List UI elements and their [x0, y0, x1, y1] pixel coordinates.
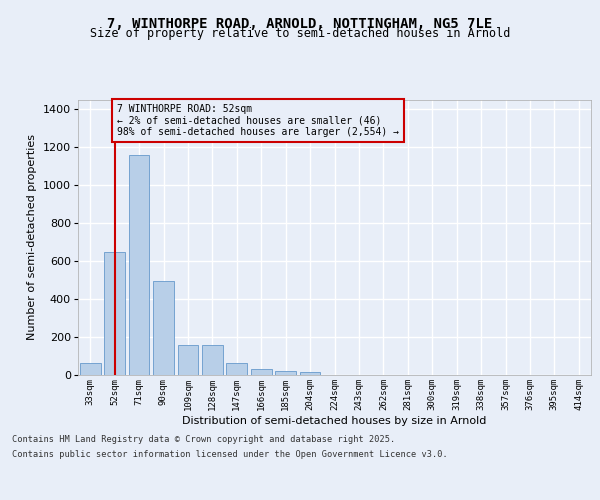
Bar	[104, 252, 125, 375]
Text: Contains HM Land Registry data © Crown copyright and database right 2025.: Contains HM Land Registry data © Crown c…	[12, 435, 395, 444]
Text: Size of property relative to semi-detached houses in Arnold: Size of property relative to semi-detach…	[90, 28, 510, 40]
Y-axis label: Number of semi-detached properties: Number of semi-detached properties	[28, 134, 37, 340]
Bar	[251, 370, 272, 375]
Bar	[275, 371, 296, 375]
Bar	[178, 345, 199, 375]
Bar	[299, 372, 320, 375]
Bar	[202, 345, 223, 375]
Bar	[226, 362, 247, 375]
Bar	[80, 362, 101, 375]
X-axis label: Distribution of semi-detached houses by size in Arnold: Distribution of semi-detached houses by …	[182, 416, 487, 426]
Bar	[128, 155, 149, 375]
Text: 7 WINTHORPE ROAD: 52sqm
← 2% of semi-detached houses are smaller (46)
98% of sem: 7 WINTHORPE ROAD: 52sqm ← 2% of semi-det…	[117, 104, 399, 137]
Text: Contains public sector information licensed under the Open Government Licence v3: Contains public sector information licen…	[12, 450, 448, 459]
Text: 7, WINTHORPE ROAD, ARNOLD, NOTTINGHAM, NG5 7LE: 7, WINTHORPE ROAD, ARNOLD, NOTTINGHAM, N…	[107, 18, 493, 32]
Bar	[153, 280, 174, 375]
